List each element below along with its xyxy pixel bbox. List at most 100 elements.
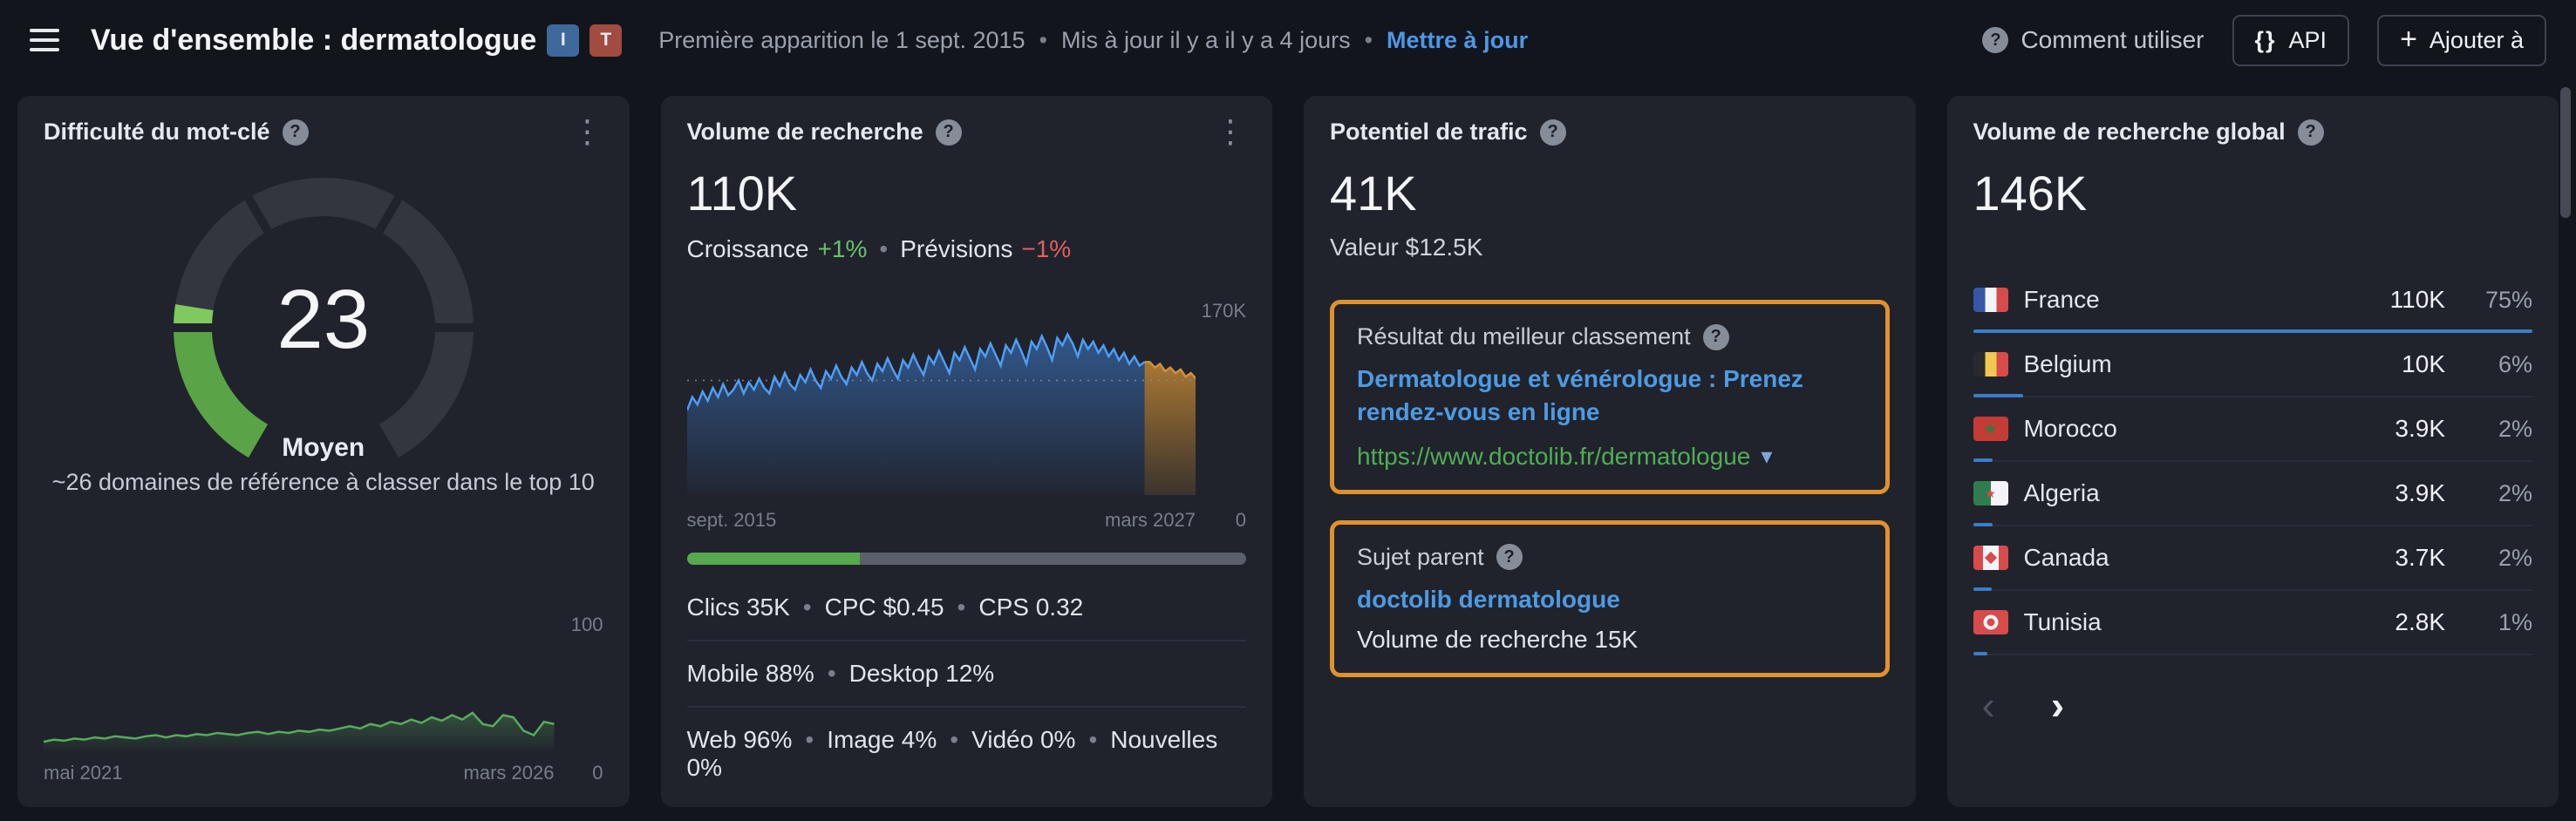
traffic-potential-value: 41K [1330, 166, 1417, 221]
country-row[interactable]: Canada 3.7K 2% [1973, 526, 2532, 591]
info-icon[interactable]: ? [2297, 119, 2324, 146]
country-share-bar [1973, 329, 2532, 333]
volume-stat-row: Web 96% • Image 4% • Vidéo 0% • Nouvelles 0% [686, 706, 1246, 800]
country-volume: 3.9K [2395, 479, 2445, 506]
flag-icon-ca [1973, 546, 2008, 570]
updated-text: Mis à jour il y a il y a 4 jours [1060, 26, 1351, 53]
y-axis-min-label: 0 [592, 762, 603, 784]
flag-icon-tn [1973, 610, 2008, 634]
country-share-bar [1973, 652, 1987, 655]
growth-value: +1% [817, 235, 868, 262]
x-axis-end-label: mars 2026 [463, 762, 555, 784]
kebab-menu-icon[interactable]: ⋮ [571, 113, 603, 150]
country-list: France110K75%Belgium10K6%Morocco3.9K2%Al… [1973, 268, 2532, 655]
parent-topic-link[interactable]: doctolib dermatologue [1357, 585, 1620, 613]
kd-level: Moyen [282, 433, 365, 462]
flag-icon-fr [1973, 288, 2008, 312]
x-axis-end-label: mars 2027 [1105, 509, 1196, 531]
prev-page-button[interactable]: ‹ [1981, 682, 1995, 728]
info-icon[interactable]: ? [1539, 119, 1566, 146]
kd-gauge-arc [166, 178, 480, 458]
country-pagination: ‹ › [1973, 685, 2533, 725]
global-volume-value: 146K [1973, 166, 2088, 221]
country-name: Tunisia [2023, 608, 2102, 635]
badge-informational[interactable]: I [547, 24, 580, 57]
scrollbar-thumb[interactable] [2560, 87, 2571, 218]
country-row[interactable]: Belgium 10K 6% [1973, 333, 2532, 397]
how-to-use[interactable]: ? Comment utiliser [1982, 26, 2205, 54]
info-icon[interactable]: ? [935, 119, 962, 146]
country-row[interactable]: France 110K 75% [1973, 268, 2532, 333]
info-icon[interactable]: ? [282, 119, 309, 146]
card-title: Potentiel de trafic [1330, 119, 1528, 145]
api-label: API [2288, 26, 2327, 53]
cards-row: Difficulté du mot-clé ? ⋮ 23 Moyen ~26 d… [0, 80, 2576, 807]
parent-topic-heading: Sujet parent [1357, 543, 1484, 570]
country-share-bar [1973, 523, 1993, 526]
header-actions: ? Comment utiliser {} API + Ajouter à [1982, 14, 2546, 66]
search-volume-value: 110K [686, 166, 798, 221]
card-traffic-potential: Potentiel de trafic ? 41K Valeur $12.5K … [1304, 96, 1916, 807]
add-to-button[interactable]: + Ajouter à [2377, 14, 2546, 66]
flag-icon-ma [1973, 417, 2008, 441]
growth-forecast-line: Croissance +1% • Prévisions −1% [687, 235, 1247, 263]
country-percent: 2% [2498, 479, 2532, 506]
braces-icon: {} [2254, 26, 2277, 53]
country-row[interactable]: Tunisia 2.8K 1% [1973, 591, 2532, 655]
y-axis-max-label: 100 [570, 614, 603, 635]
top-result-url[interactable]: https://www.doctolib.fr/dermatologue [1357, 442, 1751, 470]
x-axis-start-label: mai 2021 [44, 762, 123, 784]
card-keyword-difficulty: Difficulté du mot-clé ? ⋮ 23 Moyen ~26 d… [17, 96, 630, 807]
bullet-separator: • [879, 235, 889, 262]
header: Vue d'ensemble : dermatologue I T Premiè… [0, 0, 2576, 80]
country-share-bar [1973, 587, 1993, 591]
country-volume: 3.9K [2395, 415, 2445, 442]
country-percent: 75% [2484, 286, 2532, 313]
country-share-bar [1973, 394, 2024, 397]
card-search-volume: Volume de recherche ? ⋮ 110K Croissance +… [660, 96, 1272, 807]
country-name: Morocco [2023, 415, 2117, 442]
card-title: Difficulté du mot-clé [44, 119, 270, 145]
card-title: Volume de recherche global [1973, 119, 2286, 145]
country-percent: 2% [2498, 544, 2532, 571]
badge-transactional[interactable]: T [589, 24, 623, 57]
caret-down-icon[interactable]: ▾ [1761, 443, 1773, 470]
volume-stat-row: Clics 35K • CPC $0.45 • CPS 0.32 [686, 594, 1084, 621]
update-link[interactable]: Mettre à jour [1387, 26, 1529, 53]
y-axis-max-label: 170K [1201, 300, 1246, 322]
menu-icon[interactable] [30, 29, 59, 51]
kd-description: ~26 domaines de référence à classer dans… [51, 469, 595, 495]
add-to-label: Ajouter à [2429, 26, 2524, 53]
how-to-use-label: Comment utiliser [2021, 26, 2205, 53]
country-volume: 3.7K [2395, 544, 2445, 571]
top-result-link[interactable]: Dermatologue et vénérologue : Prenez ren… [1357, 365, 1803, 425]
card-global-volume: Volume de recherche global ? 146K France… [1946, 96, 2559, 807]
country-percent: 1% [2498, 608, 2532, 635]
traffic-value-line: Valeur $12.5K [1330, 234, 1483, 261]
y-axis-min-label: 0 [1235, 509, 1246, 531]
kd-sparkline [44, 641, 555, 753]
bullet-separator: • [1364, 26, 1373, 53]
forecast-value: −1% [1021, 235, 1072, 262]
help-icon: ? [1982, 27, 2009, 53]
country-row[interactable]: Algeria 3.9K 2% [1973, 462, 2532, 526]
kd-gauge: 23 Moyen [162, 166, 485, 489]
country-volume: 10K [2402, 350, 2445, 377]
forecast-label: Prévisions [900, 235, 1013, 262]
search-volume-chart: 170K sept. 2015 mars 2027 0 [686, 288, 1246, 532]
info-icon[interactable]: ? [1702, 323, 1729, 350]
x-axis-start-label: sept. 2015 [686, 509, 777, 531]
next-page-button[interactable]: › [2050, 682, 2065, 728]
volume-stat-row: Mobile 88% • Desktop 12% [686, 640, 1246, 706]
country-row[interactable]: Morocco 3.9K 2% [1973, 397, 2532, 462]
info-icon[interactable]: ? [1496, 544, 1523, 571]
kebab-menu-icon[interactable]: ⋮ [1215, 113, 1246, 150]
clicks-ratio-bar [686, 553, 1246, 565]
flag-icon-be [1973, 352, 2008, 377]
top-result-heading: Résultat du meilleur classement [1357, 323, 1691, 349]
parent-topic-box: Sujet parent ? doctolib dermatologue Vol… [1330, 519, 1890, 678]
flag-icon-dz [1973, 481, 2008, 505]
country-name: France [2023, 286, 2100, 313]
country-name: Canada [2023, 544, 2109, 571]
api-button[interactable]: {} API [2232, 14, 2350, 66]
